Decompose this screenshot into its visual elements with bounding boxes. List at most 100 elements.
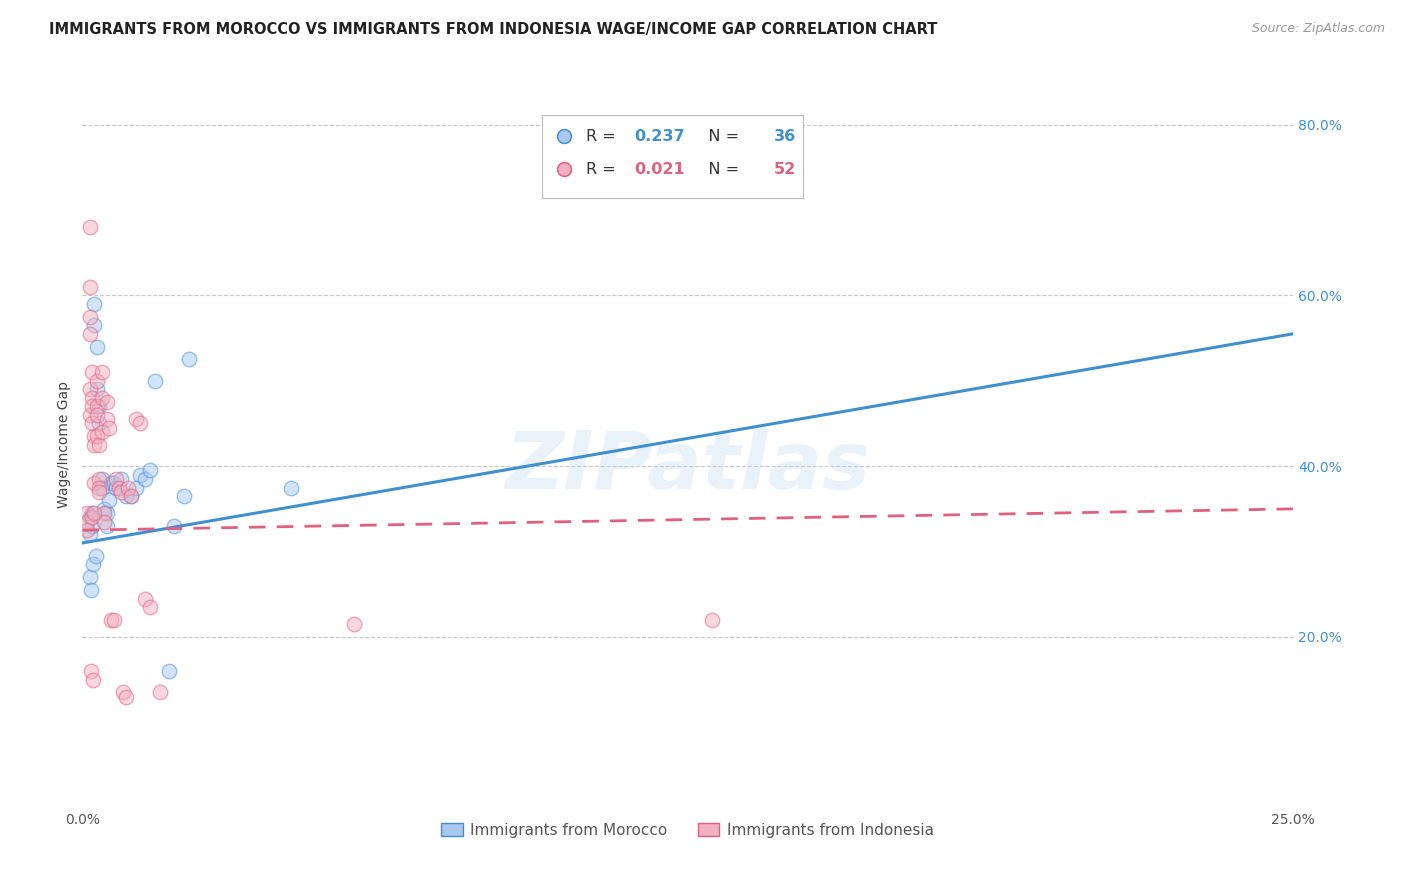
Point bbox=[86, 340, 108, 354]
Point bbox=[107, 481, 129, 495]
Text: IMMIGRANTS FROM MOROCCO VS IMMIGRANTS FROM INDONESIA WAGE/INCOME GAP CORRELATION: IMMIGRANTS FROM MOROCCO VS IMMIGRANTS FR… bbox=[49, 22, 938, 37]
Point bbox=[173, 489, 195, 503]
Text: R =: R = bbox=[586, 128, 621, 144]
Point bbox=[86, 400, 108, 414]
Point bbox=[79, 510, 101, 524]
Point bbox=[79, 382, 101, 396]
Point bbox=[103, 476, 125, 491]
FancyBboxPatch shape bbox=[543, 114, 803, 198]
Point bbox=[120, 489, 142, 503]
Text: 52: 52 bbox=[773, 161, 796, 177]
Point bbox=[79, 280, 101, 294]
Y-axis label: Wage/Income Gap: Wage/Income Gap bbox=[58, 381, 72, 508]
Point bbox=[120, 489, 142, 503]
Point bbox=[79, 527, 101, 541]
Point bbox=[80, 510, 103, 524]
Point bbox=[134, 591, 156, 606]
Point bbox=[80, 365, 103, 379]
Point bbox=[80, 519, 103, 533]
Point bbox=[93, 501, 115, 516]
Point bbox=[76, 506, 98, 520]
Point bbox=[90, 391, 112, 405]
Point bbox=[84, 549, 107, 563]
Point bbox=[103, 613, 125, 627]
Point bbox=[80, 391, 103, 405]
Point bbox=[700, 613, 723, 627]
Point bbox=[105, 481, 128, 495]
Point bbox=[93, 506, 115, 520]
Point bbox=[79, 570, 101, 584]
Point bbox=[90, 472, 112, 486]
Point bbox=[342, 617, 364, 632]
Point bbox=[89, 472, 111, 486]
Point bbox=[115, 489, 138, 503]
Point bbox=[280, 481, 302, 495]
Point bbox=[86, 429, 108, 443]
Point bbox=[100, 613, 122, 627]
Point bbox=[110, 472, 132, 486]
Point bbox=[129, 417, 152, 431]
Point bbox=[117, 481, 139, 495]
Point bbox=[149, 685, 172, 699]
Text: N =: N = bbox=[693, 128, 744, 144]
Text: N =: N = bbox=[693, 161, 744, 177]
Point bbox=[86, 374, 108, 388]
Point bbox=[79, 326, 101, 341]
Point bbox=[90, 481, 112, 495]
Point bbox=[112, 685, 135, 699]
Legend: Immigrants from Morocco, Immigrants from Indonesia: Immigrants from Morocco, Immigrants from… bbox=[434, 816, 941, 844]
Point bbox=[139, 600, 162, 615]
Point bbox=[80, 664, 103, 678]
Point bbox=[83, 429, 105, 443]
Point bbox=[83, 476, 105, 491]
Point bbox=[124, 412, 146, 426]
Point bbox=[82, 558, 104, 572]
Point bbox=[96, 412, 118, 426]
Point bbox=[115, 690, 138, 704]
Point bbox=[97, 493, 120, 508]
Point bbox=[129, 467, 152, 482]
Point bbox=[80, 417, 103, 431]
Point bbox=[89, 484, 111, 499]
Text: ZIPatlas: ZIPatlas bbox=[505, 427, 870, 506]
Point bbox=[143, 374, 166, 388]
Point bbox=[90, 365, 112, 379]
Point bbox=[76, 515, 98, 529]
Point bbox=[163, 519, 186, 533]
Point bbox=[100, 476, 122, 491]
Point bbox=[80, 400, 103, 414]
Point bbox=[89, 400, 111, 414]
Point bbox=[83, 506, 105, 520]
Point bbox=[96, 506, 118, 520]
Point bbox=[79, 220, 101, 235]
Point bbox=[79, 310, 101, 324]
Point bbox=[80, 582, 103, 597]
Text: 36: 36 bbox=[773, 128, 796, 144]
Point bbox=[80, 506, 103, 520]
Point bbox=[90, 425, 112, 439]
Point bbox=[96, 395, 118, 409]
Text: 0.021: 0.021 bbox=[634, 161, 685, 177]
Point bbox=[159, 664, 181, 678]
Point bbox=[86, 382, 108, 396]
Point bbox=[83, 318, 105, 333]
Point bbox=[86, 408, 108, 422]
Point bbox=[110, 484, 132, 499]
Point bbox=[93, 515, 115, 529]
Point bbox=[124, 481, 146, 495]
Text: 0.237: 0.237 bbox=[634, 128, 685, 144]
Point bbox=[97, 421, 120, 435]
Point bbox=[76, 523, 98, 537]
Point bbox=[134, 472, 156, 486]
Point bbox=[105, 472, 128, 486]
Point bbox=[139, 463, 162, 477]
Point bbox=[89, 417, 111, 431]
Point bbox=[83, 438, 105, 452]
Text: R =: R = bbox=[586, 161, 621, 177]
Point bbox=[89, 438, 111, 452]
Point bbox=[96, 519, 118, 533]
Point bbox=[177, 352, 200, 367]
Point bbox=[89, 481, 111, 495]
Point bbox=[79, 408, 101, 422]
Text: Source: ZipAtlas.com: Source: ZipAtlas.com bbox=[1251, 22, 1385, 36]
